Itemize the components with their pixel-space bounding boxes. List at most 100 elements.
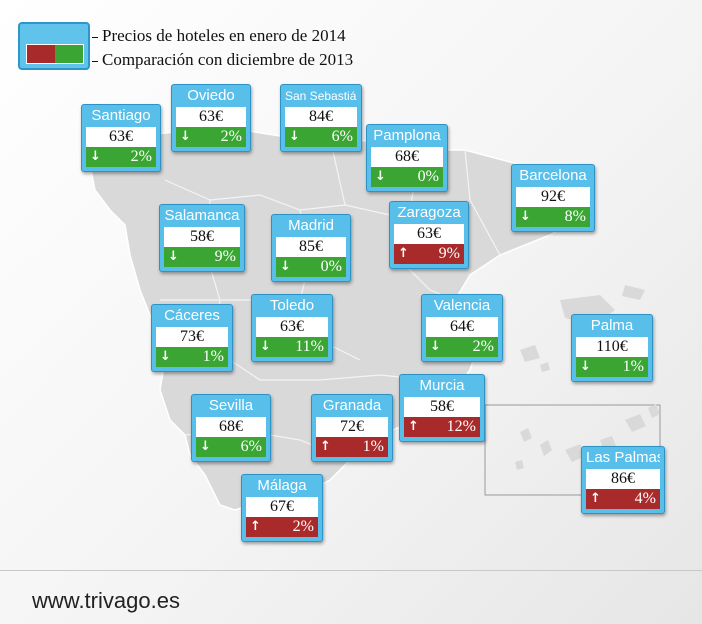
change-percent: 9%: [438, 245, 460, 262]
arrow-up-icon: ↑: [250, 519, 261, 534]
city-name: Valencia: [433, 297, 491, 314]
arrow-down-icon: ↓: [580, 359, 591, 374]
arrow-down-icon: ↓: [168, 249, 179, 264]
city-change: ↑ 12%: [404, 417, 480, 437]
city-change: ↓ 1%: [576, 357, 648, 377]
city-change: ↓ 8%: [516, 207, 590, 227]
change-percent: 2%: [292, 518, 314, 535]
arrow-up-icon: ↑: [408, 419, 419, 434]
city-card-madrid: Madrid 85€ ↓ 0%: [271, 214, 351, 282]
city-price: 63€: [86, 127, 156, 147]
city-price: 63€: [256, 317, 328, 337]
city-card-san-sebastian: San Sebastián 84€ ↓ 6%: [280, 84, 362, 152]
arrow-down-icon: ↓: [90, 149, 101, 164]
city-card-murcia: Murcia 58€ ↑ 12%: [399, 374, 485, 442]
city-change: ↓ 6%: [196, 437, 266, 457]
city-change: ↓ 0%: [371, 167, 443, 187]
city-name: Oviedo: [187, 87, 235, 104]
city-name: Murcia: [419, 377, 465, 394]
city-name: Cáceres: [164, 307, 220, 324]
legend-swatch: [18, 22, 90, 70]
change-percent: 1%: [202, 348, 224, 365]
city-name: Zaragoza: [397, 204, 461, 221]
arrow-down-icon: ↓: [375, 169, 386, 184]
change-percent: 6%: [240, 438, 262, 455]
city-name: Pamplona: [373, 127, 441, 144]
city-price: 58€: [404, 397, 480, 417]
city-price: 84€: [285, 107, 357, 127]
city-card-toledo: Toledo 63€ ↓ 11%: [251, 294, 333, 362]
arrow-down-icon: ↓: [180, 129, 191, 144]
city-change: ↓ 6%: [285, 127, 357, 147]
change-percent: 2%: [220, 128, 242, 145]
city-name: Barcelona: [519, 167, 587, 184]
arrow-down-icon: ↓: [200, 439, 211, 454]
city-name: Toledo: [269, 297, 315, 314]
city-name: Málaga: [257, 477, 307, 494]
city-price: 72€: [316, 417, 388, 437]
arrow-down-icon: ↓: [520, 209, 531, 224]
change-percent: 1%: [362, 438, 384, 455]
arrow-down-icon: ↓: [280, 259, 291, 274]
city-card-salamanca: Salamanca 58€ ↓ 9%: [159, 204, 245, 272]
change-percent: 2%: [130, 148, 152, 165]
arrow-up-icon: ↑: [398, 246, 409, 261]
arrow-up-icon: ↑: [590, 491, 601, 506]
city-card-santiago: Santiago 63€ ↓ 2%: [81, 104, 161, 172]
change-percent: 0%: [417, 168, 439, 185]
city-change: ↑ 9%: [394, 244, 464, 264]
city-name: Las Palmas: [586, 449, 660, 466]
city-price: 92€: [516, 187, 590, 207]
legend-line-comparison: Comparación con diciembre de 2013: [92, 50, 353, 70]
change-percent: 8%: [564, 208, 586, 225]
legend-green-swatch: [55, 45, 83, 63]
city-name: Sevilla: [208, 397, 254, 414]
city-price: 58€: [164, 227, 240, 247]
city-card-palma: Palma 110€ ↓ 1%: [571, 314, 653, 382]
city-card-sevilla: Sevilla 68€ ↓ 6%: [191, 394, 271, 462]
change-percent: 0%: [320, 258, 342, 275]
city-card-zaragoza: Zaragoza 63€ ↑ 9%: [389, 201, 469, 269]
city-change: ↑ 4%: [586, 489, 660, 509]
city-price: 64€: [426, 317, 498, 337]
city-name: Madrid: [288, 217, 334, 234]
change-percent: 11%: [295, 338, 324, 355]
change-percent: 9%: [214, 248, 236, 265]
city-change: ↓ 2%: [426, 337, 498, 357]
city-change: ↓ 11%: [256, 337, 328, 357]
city-card-granada: Granada 72€ ↑ 1%: [311, 394, 393, 462]
arrow-up-icon: ↑: [320, 439, 331, 454]
city-change: ↓ 2%: [86, 147, 156, 167]
city-name: San Sebastián: [285, 89, 357, 103]
city-name: Santiago: [91, 107, 151, 124]
change-percent: 6%: [331, 128, 353, 145]
city-price: 63€: [394, 224, 464, 244]
city-card-oviedo: Oviedo 63€ ↓ 2%: [171, 84, 251, 152]
city-card-barcelona: Barcelona 92€ ↓ 8%: [511, 164, 595, 232]
city-name: Granada: [322, 397, 382, 414]
city-change: ↓ 1%: [156, 347, 228, 367]
change-percent: 4%: [634, 490, 656, 507]
legend-red-swatch: [27, 45, 55, 63]
city-change: ↑ 2%: [246, 517, 318, 537]
city-price: 63€: [176, 107, 246, 127]
city-change: ↓ 2%: [176, 127, 246, 147]
city-price: 67€: [246, 497, 318, 517]
arrow-down-icon: ↓: [160, 349, 171, 364]
city-card-caceres: Cáceres 73€ ↓ 1%: [151, 304, 233, 372]
arrow-down-icon: ↓: [260, 339, 271, 354]
city-card-malaga: Málaga 67€ ↑ 2%: [241, 474, 323, 542]
change-percent: 1%: [622, 358, 644, 375]
city-change: ↓ 9%: [164, 247, 240, 267]
city-card-pamplona: Pamplona 68€ ↓ 0%: [366, 124, 448, 192]
city-price: 68€: [371, 147, 443, 167]
arrow-down-icon: ↓: [430, 339, 441, 354]
city-change: ↑ 1%: [316, 437, 388, 457]
city-price: 110€: [576, 337, 648, 357]
footer-url: www.trivago.es: [32, 588, 180, 613]
city-price: 68€: [196, 417, 266, 437]
arrow-down-icon: ↓: [289, 129, 300, 144]
city-price: 86€: [586, 469, 660, 489]
city-price: 73€: [156, 327, 228, 347]
change-percent: 2%: [472, 338, 494, 355]
